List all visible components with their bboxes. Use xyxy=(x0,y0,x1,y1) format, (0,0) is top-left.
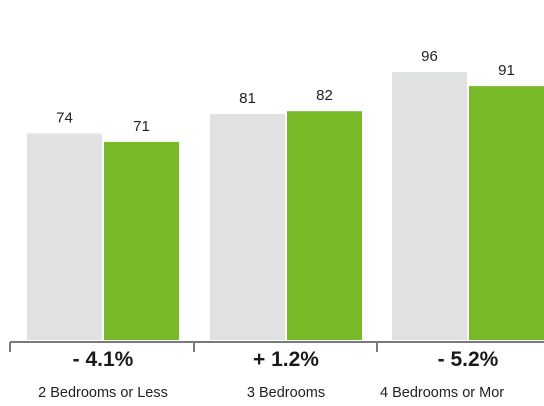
value-labels-group: 74 71 81 82 96 91 xyxy=(56,48,515,135)
change-label-4-bedrooms-or-more: - 5.2% xyxy=(437,348,499,371)
category-label-2-bedrooms-or-less: 2 Bedrooms or Less xyxy=(38,385,168,401)
change-label-2-bedrooms-or-less: - 4.1% xyxy=(72,348,134,371)
value-label-comparison-bar-3-bedrooms: 82 xyxy=(316,87,333,104)
category-label-3-bedrooms: 3 Bedrooms xyxy=(246,385,326,401)
x-axis xyxy=(9,341,544,352)
value-label-comparison-bar-2-bedrooms-or-less: 71 xyxy=(133,118,150,135)
baseline-bar-3-bedrooms xyxy=(210,114,285,340)
category-label-4-bedrooms-or-more: 4 Bedrooms or Mor xyxy=(380,385,505,401)
comparison-bar-2-bedrooms-or-less xyxy=(104,141,179,340)
value-label-baseline-bar-4-bedrooms-or-more: 96 xyxy=(421,48,438,65)
bars-group xyxy=(27,72,544,340)
value-label-baseline-bar-2-bedrooms-or-less: 74 xyxy=(56,110,73,127)
value-label-baseline-bar-3-bedrooms: 81 xyxy=(239,90,256,107)
baseline-bar-2-bedrooms-or-less xyxy=(27,133,102,340)
comparison-bar-3-bedrooms xyxy=(287,111,362,340)
value-label-comparison-bar-4-bedrooms-or-more: 91 xyxy=(498,62,515,79)
baseline-bar-4-bedrooms-or-more xyxy=(392,72,467,340)
change-label-3-bedrooms: + 1.2% xyxy=(253,348,319,371)
comparison-bar-4-bedrooms-or-more xyxy=(469,86,544,340)
